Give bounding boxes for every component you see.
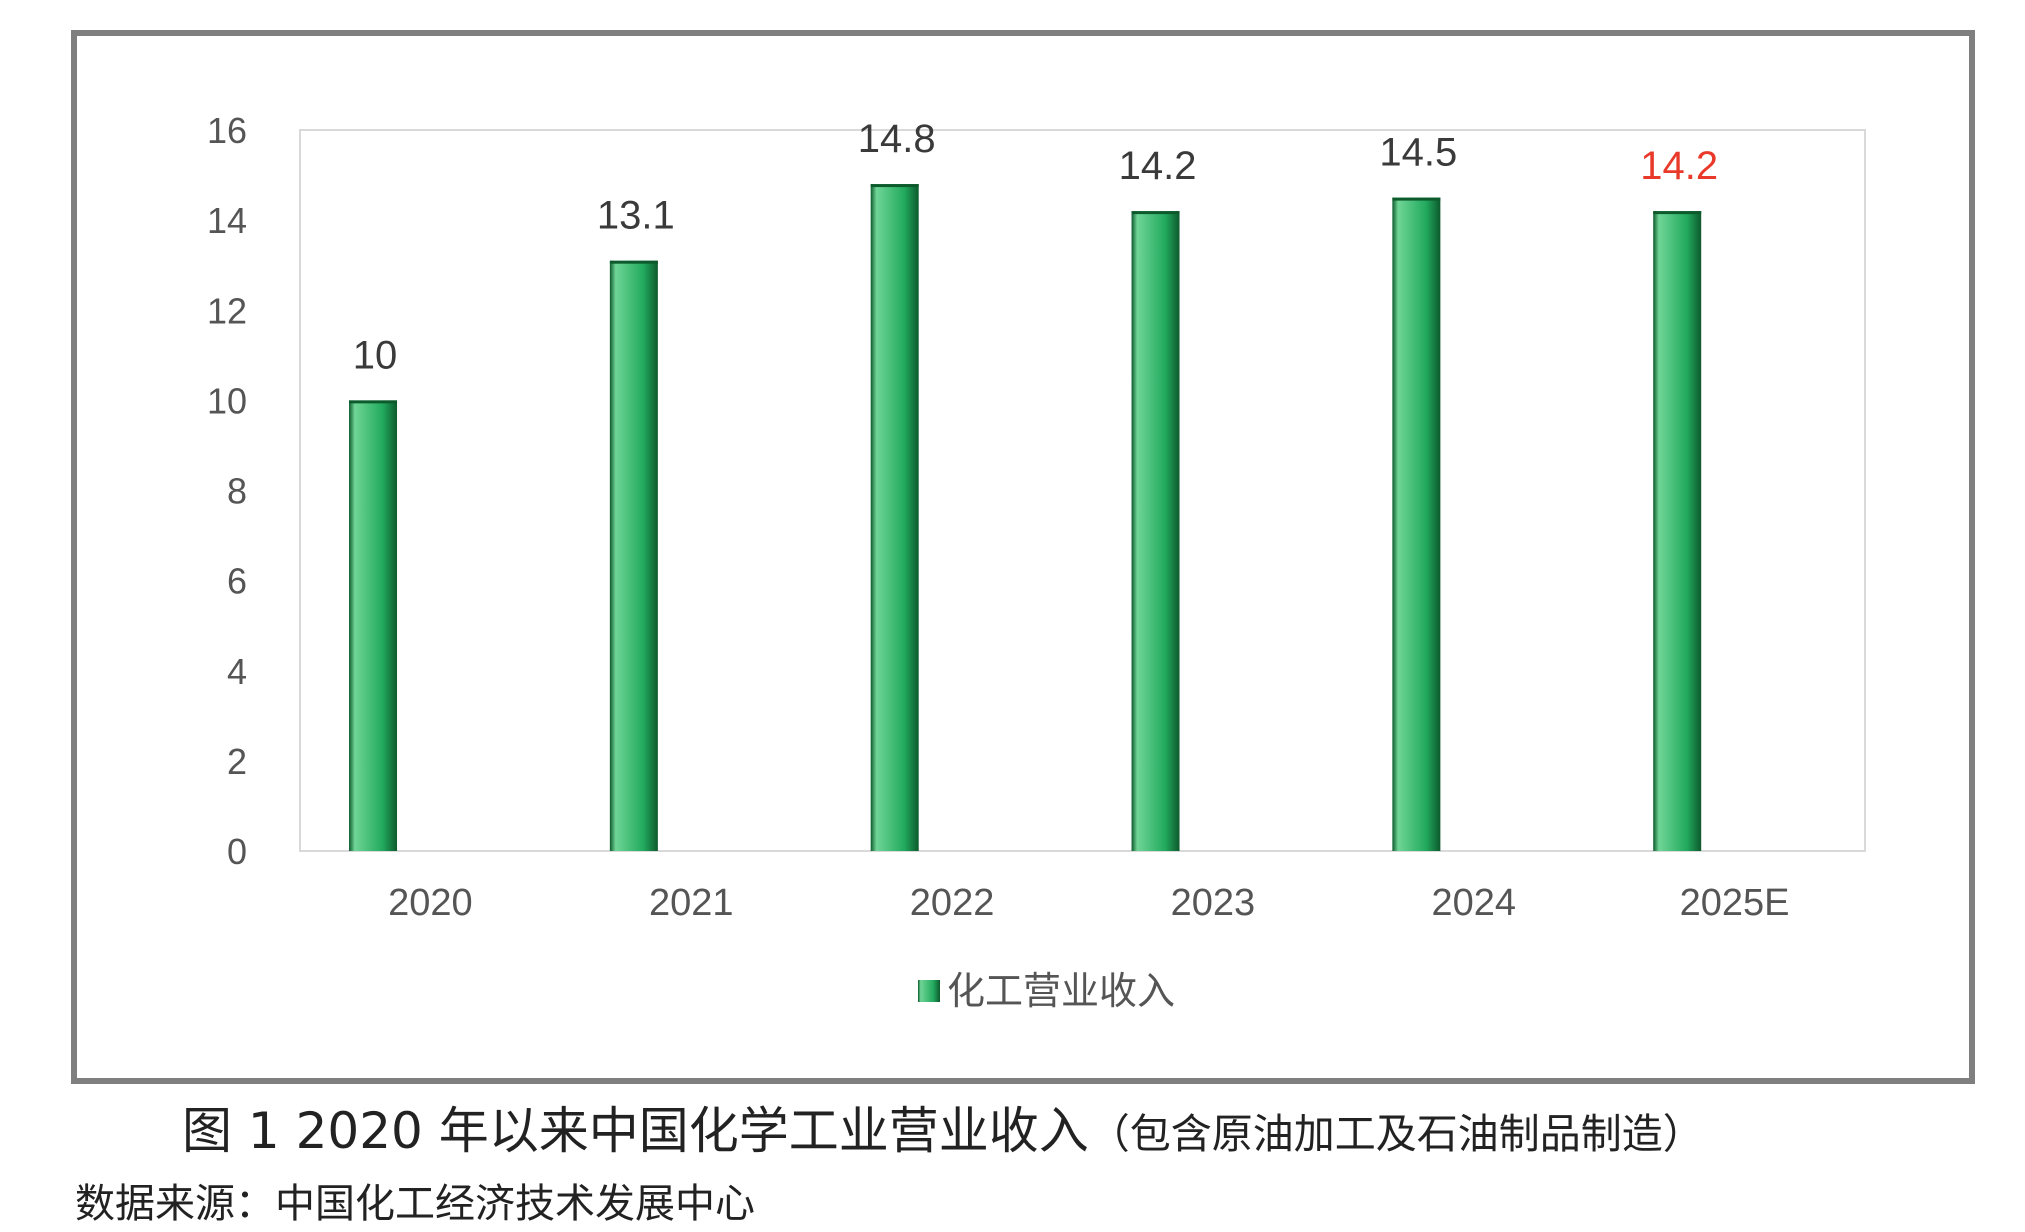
bar: [870, 184, 919, 851]
data-label: 14.5: [1379, 131, 1457, 175]
bars: [349, 184, 1702, 852]
plot-area: [299, 129, 1866, 852]
y-tick-label: 14: [207, 200, 247, 241]
bar: [1653, 211, 1702, 852]
y-tick-label: 0: [227, 831, 247, 872]
data-labels: 10 13.1 14.8 14.2 14.5 14.2: [353, 117, 1718, 377]
legend-label: 化工营业收入: [947, 969, 1175, 1013]
data-label: 14.2: [1119, 144, 1197, 188]
data-label: 14.2: [1640, 144, 1718, 188]
x-tick-label: 2023: [1171, 882, 1256, 924]
x-axis: 2020 2021 2022 2023 2024 2025E: [388, 882, 1789, 924]
caption-main: 图 1 2020 年以来中国化学工业营业收入: [182, 1102, 1089, 1160]
y-tick-label: 12: [207, 290, 247, 331]
data-source-note: 数据来源：中国化工经济技术发展中心: [75, 1181, 755, 1227]
figure-caption: 图 1 2020 年以来中国化学工业营业收入（包含原油加工及石油制品制造）: [182, 1098, 1704, 1167]
data-label: 10: [353, 333, 398, 377]
x-tick-label: 2020: [388, 882, 473, 924]
bar-cap: [1131, 211, 1180, 215]
bar: [349, 400, 398, 851]
bar: [1392, 197, 1441, 851]
bar-cap: [870, 184, 919, 188]
y-tick-label: 4: [227, 651, 247, 692]
data-label: 14.8: [858, 117, 936, 161]
data-label: 13.1: [597, 194, 675, 238]
y-tick-label: 10: [207, 380, 247, 421]
caption-paren: （包含原油加工及石油制品制造）: [1088, 1110, 1704, 1158]
bar-chart: 0 2 4 6 8 10 12 14 16 10 13.1 14.8 14.2 14.5 14.2 202…: [207, 110, 1866, 1013]
y-axis: 0 2 4 6 8 10 12 14 16: [207, 110, 247, 872]
y-tick-label: 8: [227, 471, 247, 512]
y-tick-label: 2: [227, 741, 247, 782]
bar-cap: [609, 260, 658, 264]
y-tick-label: 6: [227, 561, 247, 602]
bar-cap: [349, 400, 398, 404]
bar: [609, 260, 658, 851]
legend-swatch: [918, 980, 940, 1002]
bar: [1131, 211, 1180, 852]
bar-cap: [1653, 211, 1702, 215]
x-tick-label: 2021: [649, 882, 734, 924]
x-tick-label: 2022: [910, 882, 995, 924]
y-tick-label: 16: [207, 110, 247, 151]
x-tick-label: 2025E: [1680, 882, 1790, 924]
bar-cap: [1392, 197, 1441, 201]
chart-frame: 0 2 4 6 8 10 12 14 16 10 13.1 14.8 14.2 14.5 14.2 202…: [71, 30, 1975, 1084]
legend: 化工营业收入: [918, 969, 1175, 1013]
x-tick-label: 2024: [1431, 882, 1516, 924]
